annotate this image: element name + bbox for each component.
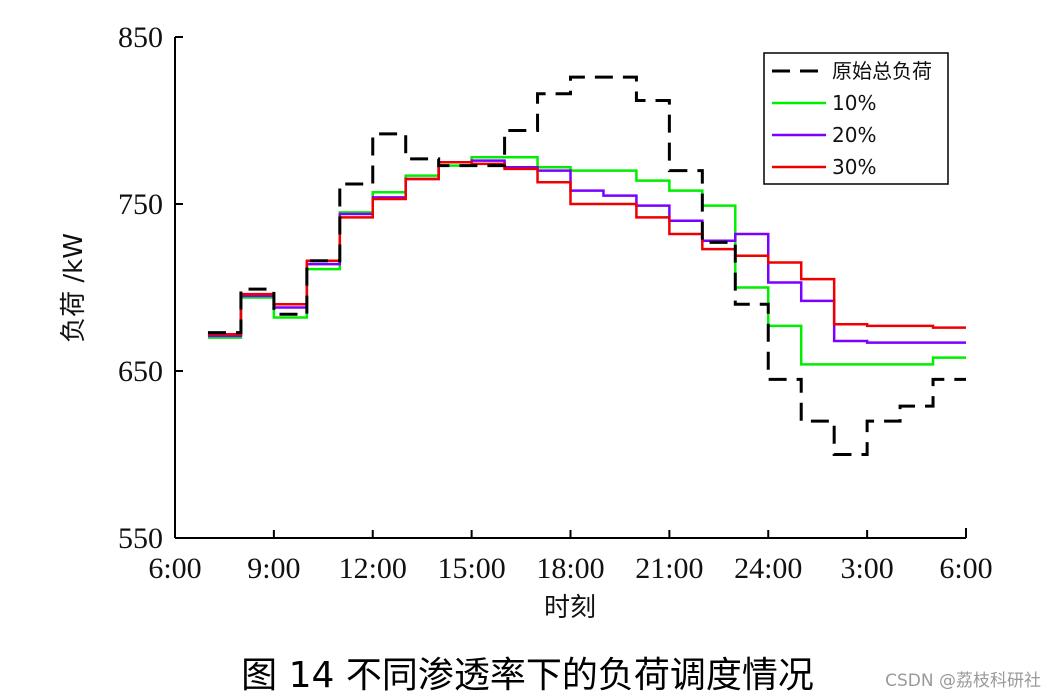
legend-label: 10% [832,91,876,115]
series-line-10pct [207,155,966,366]
plot-lines [207,75,966,456]
x-tick-label: 15:00 [437,552,505,585]
y-tick-label: 650 [118,355,163,388]
legend-box [763,52,949,185]
watermark: CSDN @荔枝科研社 [885,671,1041,691]
x-axis-title: 时刻 [544,593,596,623]
x-tick-label: 9:00 [247,552,300,585]
tick-labels: 550 650 750 850 6:00 9:00 12:00 15:00 18:00 21:00… [118,21,993,585]
y-tick-label: 550 [118,522,163,555]
x-tick-label: 18:00 [536,552,604,585]
series-line-30pct [207,161,966,336]
legend-label: 30% [832,155,876,179]
y-axis-title: 负荷 /kW [59,233,89,343]
legend-label: 20% [832,123,876,147]
x-tick-label: 21:00 [635,552,703,585]
series-line-original [207,75,966,456]
axes [174,36,967,539]
figure-caption: 图 14 不同渗透率下的负荷调度情况 [241,655,814,696]
series-line-20pct [207,159,966,344]
x-tick-label: 6:00 [939,552,992,585]
legend-label: 原始总负荷 [832,59,932,83]
legend: 原始总负荷 10% 20% 30% [763,52,949,185]
x-tick-label: 24:00 [734,552,802,585]
x-tick-label: 6:00 [148,552,201,585]
y-tick-label: 850 [118,21,163,54]
y-tick-label: 750 [118,188,163,221]
x-tick-label: 3:00 [840,552,893,585]
x-tick-label: 12:00 [339,552,407,585]
